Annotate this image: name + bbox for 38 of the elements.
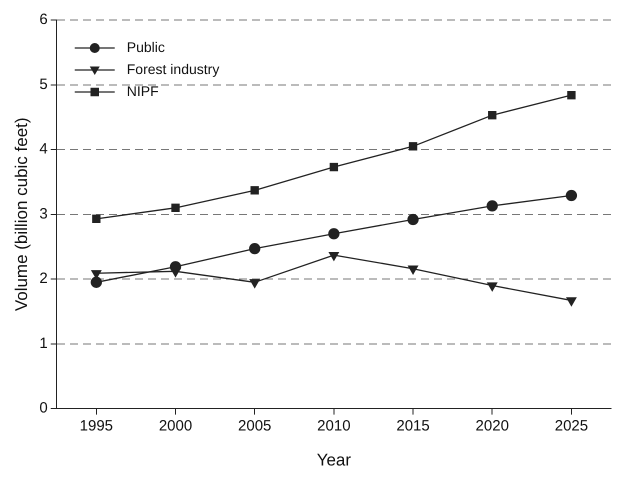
y-tick-label: 1: [39, 334, 48, 352]
point: [566, 190, 578, 202]
x-axis-title: Year: [316, 450, 352, 470]
point: [407, 214, 419, 226]
y-tick-label: 4: [39, 140, 48, 158]
y-tick-label: 6: [39, 11, 48, 28]
point: [486, 200, 498, 212]
x-tick-label: 1995: [80, 418, 114, 435]
x-tick-label: 2020: [476, 418, 509, 435]
x-tick-label: 2015: [396, 418, 430, 435]
y-tick-label: 5: [39, 76, 48, 93]
point: [170, 268, 180, 277]
x-tick-label: 2025: [554, 418, 588, 435]
point: [250, 279, 260, 288]
point: [250, 186, 259, 195]
legend-label: Public: [126, 38, 165, 55]
x-tick-label: 2005: [238, 418, 272, 435]
point: [408, 142, 418, 150]
point: [92, 214, 101, 224]
point: [408, 266, 418, 274]
point: [90, 276, 102, 288]
point: [330, 162, 338, 172]
x-tick-label: 2000: [158, 418, 192, 435]
point: [566, 297, 576, 306]
y-tick-label: 0: [39, 400, 48, 417]
point: [328, 252, 339, 261]
y-tick-label: 2: [39, 270, 48, 288]
point: [171, 204, 180, 212]
legend-label: NIPF: [126, 82, 159, 99]
legend-label: Forest industry: [126, 60, 220, 77]
point: [328, 228, 340, 240]
point: [249, 242, 260, 254]
point: [487, 282, 498, 292]
y-tick-label: 3: [39, 205, 48, 222]
point: [567, 90, 576, 100]
y-axis-title: Volume (billion cubic feet): [12, 117, 31, 312]
point: [488, 111, 496, 120]
x-tick-label: 2010: [317, 418, 351, 435]
